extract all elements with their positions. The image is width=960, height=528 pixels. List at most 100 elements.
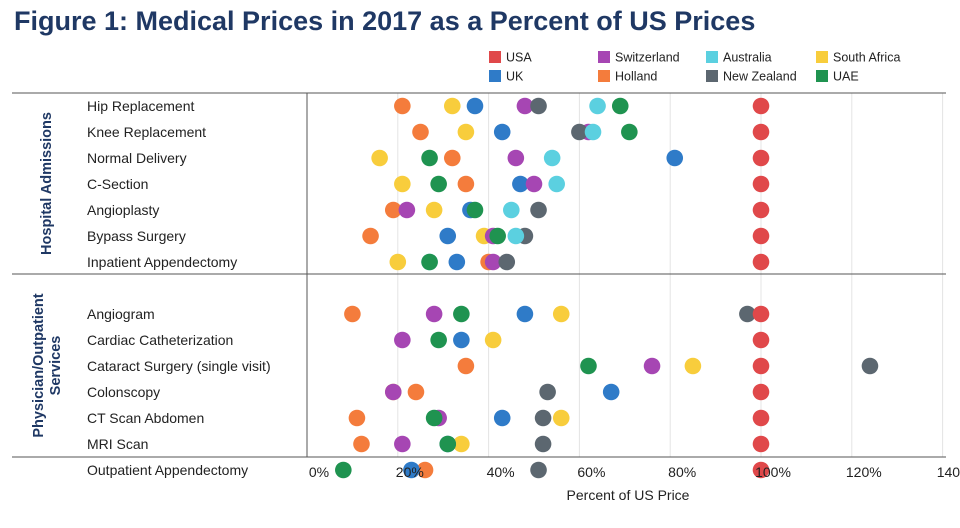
point-new-zealand-angioplasty: [530, 201, 547, 219]
point-australia-hip-replacement: [589, 97, 606, 115]
point-holland-cataract-surgery-single-visit: [457, 357, 475, 375]
group-label-hospital-admissions: Hospital Admissions: [39, 112, 55, 255]
row-label-colonscopy: Colonscopy: [87, 384, 160, 400]
row-label-outpatient-appendectomy: Outpatient Appendectomy: [87, 462, 248, 478]
point-uae-knee-replacement: [621, 123, 638, 141]
point-uae-outpatient-appendectomy: [335, 461, 352, 479]
legend: USA Switzerland Australia South Africa UK Hol…: [489, 51, 900, 84]
point-holland-mri-scan: [353, 435, 370, 453]
row-label-cataract-surgery-single-visit: Cataract Surgery (single visit): [87, 358, 271, 374]
point-holland-ct-scan-abdomen: [348, 409, 366, 427]
point-usa-mri-scan: [752, 435, 770, 453]
point-australia-angioplasty: [503, 201, 520, 219]
point-south-africa-cardiac-catheterization: [484, 331, 502, 349]
legend-label: UAE: [833, 70, 859, 84]
point-new-zealand-hip-replacement: [530, 97, 547, 115]
x-tick-label: 120%: [846, 464, 882, 480]
row-label-normal-delivery: Normal Delivery: [87, 150, 187, 166]
legend-label: UK: [506, 70, 524, 84]
point-new-zealand-mri-scan: [534, 435, 552, 453]
point-australia-c-section: [548, 175, 565, 193]
point-usa-knee-replacement: [752, 123, 770, 141]
point-switzerland-angiogram: [425, 305, 443, 323]
point-uk-outpatient-appendectomy: [403, 461, 420, 479]
data-points: [335, 97, 879, 479]
point-usa-angioplasty: [752, 201, 770, 219]
point-south-africa-mri-scan: [453, 435, 470, 453]
point-switzerland-cardiac-catheterization: [394, 331, 411, 349]
x-tick-label: 60%: [577, 464, 605, 480]
point-south-africa-inpatient-appendectomy: [389, 253, 407, 271]
point-usa-inpatient-appendectomy: [752, 253, 770, 271]
legend-swatch: [598, 70, 610, 82]
point-south-africa-c-section: [394, 175, 411, 193]
grid: [306, 93, 944, 457]
legend-label: USA: [506, 51, 532, 65]
point-south-africa-normal-delivery: [371, 149, 388, 167]
legend-label: South Africa: [833, 51, 900, 65]
point-switzerland-inpatient-appendectomy: [484, 253, 502, 271]
legend-label: Holland: [615, 70, 657, 84]
row-label-angioplasty: Angioplasty: [87, 202, 159, 218]
legend-item-switzerland: Switzerland: [598, 51, 680, 65]
point-usa-angiogram: [752, 305, 770, 323]
row-label-knee-replacement: Knee Replacement: [87, 124, 206, 140]
legend-swatch: [489, 70, 501, 82]
point-australia-knee-replacement: [584, 123, 602, 141]
point-australia-bypass-surgery: [507, 227, 525, 245]
x-tick-label: 40%: [487, 464, 515, 480]
point-usa-colonscopy: [752, 383, 770, 401]
point-switzerland-c-section: [525, 175, 543, 193]
point-holland-hip-replacement: [394, 97, 411, 115]
point-uk-colonscopy: [602, 383, 620, 401]
point-uk-normal-delivery: [666, 149, 684, 167]
point-south-africa-angiogram: [552, 305, 570, 323]
legend-swatch: [489, 51, 501, 63]
point-new-zealand-cataract-surgery-single-visit: [861, 357, 879, 375]
legend-item-south-africa: South Africa: [816, 51, 900, 65]
legend-item-new-zealand: New Zealand: [706, 70, 797, 84]
row-label-angiogram: Angiogram: [87, 306, 155, 322]
page-title: Figure 1: Medical Prices in 2017 as a Pe…: [14, 6, 756, 36]
point-holland-angioplasty: [384, 201, 402, 219]
row-label-inpatient-appendectomy: Inpatient Appendectomy: [87, 254, 237, 270]
point-holland-outpatient-appendectomy: [416, 461, 434, 479]
point-uk-bypass-surgery: [439, 227, 457, 245]
point-usa-outpatient-appendectomy: [752, 461, 770, 479]
x-tick-label: 140%: [937, 464, 960, 480]
legend-swatch: [816, 70, 828, 82]
point-usa-cataract-surgery-single-visit: [752, 357, 770, 375]
legend-swatch: [706, 51, 718, 63]
point-uae-mri-scan: [439, 435, 457, 453]
point-south-africa-angioplasty: [425, 201, 443, 219]
x-axis-ticks: 0% 20% 40% 60% 80% 100% 120% 140%: [309, 464, 960, 480]
point-uae-inpatient-appendectomy: [421, 253, 438, 271]
point-uae-cardiac-catheterization: [430, 331, 447, 349]
point-uk-ct-scan-abdomen: [493, 409, 511, 427]
point-uae-angioplasty: [466, 201, 484, 219]
x-tick-label: 20%: [396, 464, 424, 480]
point-usa-cardiac-catheterization: [752, 331, 770, 349]
point-switzerland-normal-delivery: [507, 149, 525, 167]
point-south-africa-knee-replacement: [457, 123, 475, 141]
point-holland-normal-delivery: [443, 149, 461, 167]
point-uk-angiogram: [516, 305, 534, 323]
point-uk-knee-replacement: [493, 123, 511, 141]
point-uk-cardiac-catheterization: [453, 331, 470, 349]
point-holland-colonscopy: [407, 383, 425, 401]
point-new-zealand-ct-scan-abdomen: [534, 409, 552, 427]
point-holland-bypass-surgery: [362, 227, 379, 245]
row-labels: Hip Replacement Knee Replacement Normal De…: [87, 98, 271, 478]
point-uae-normal-delivery: [421, 149, 438, 167]
point-usa-ct-scan-abdomen: [752, 409, 770, 427]
chart-frame: [12, 92, 946, 458]
point-switzerland-colonscopy: [384, 383, 402, 401]
point-south-africa-cataract-surgery-single-visit: [684, 357, 702, 375]
point-uk-inpatient-appendectomy: [448, 253, 466, 271]
group-labels: Hospital Admissions Physician/OutpatientS…: [31, 112, 64, 438]
legend-item-uae: UAE: [816, 70, 859, 84]
point-holland-c-section: [457, 175, 475, 193]
legend-item-uk: UK: [489, 70, 524, 84]
point-holland-angiogram: [344, 305, 361, 323]
point-switzerland-mri-scan: [394, 435, 411, 453]
